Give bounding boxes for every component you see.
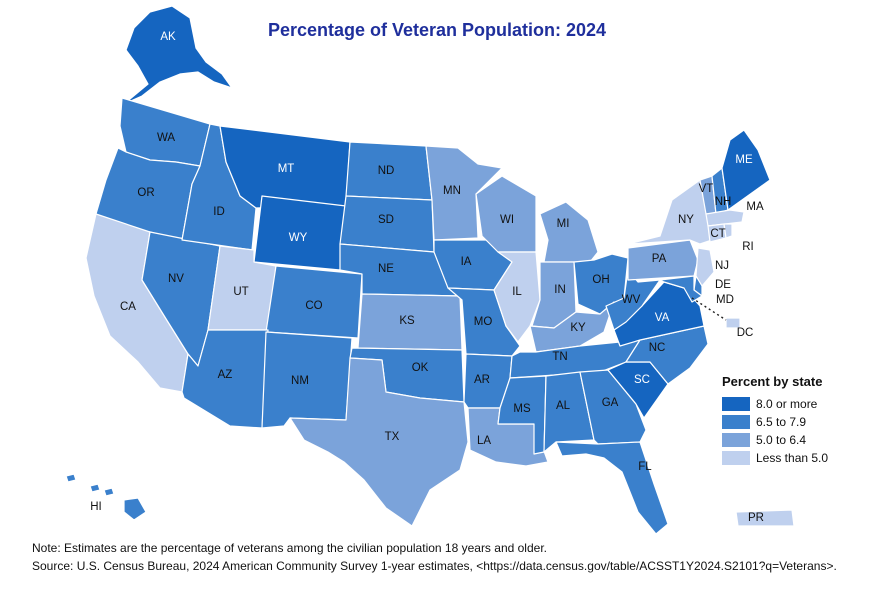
state-AL[interactable] <box>543 371 595 453</box>
label-OR: OR <box>137 187 154 199</box>
label-WA: WA <box>157 132 175 144</box>
state-IL[interactable] <box>493 251 541 343</box>
label-PA: PA <box>652 253 667 265</box>
label-KS: KS <box>399 315 415 327</box>
label-NE: NE <box>378 263 394 275</box>
label-CT: CT <box>710 228 725 240</box>
label-UT: UT <box>233 286 248 298</box>
state-MA[interactable] <box>705 209 745 227</box>
state-AK[interactable] <box>123 5 233 105</box>
label-AK: AK <box>160 31 176 43</box>
label-IL: IL <box>512 286 522 298</box>
label-MA: MA <box>746 201 764 213</box>
legend-item-c1: Less than 5.0 <box>722 449 828 466</box>
source-note: Source: U.S. Census Bureau, 2024 America… <box>32 559 837 573</box>
label-CA: CA <box>120 301 136 313</box>
label-WV: WV <box>622 294 641 306</box>
label-DE: DE <box>715 279 731 291</box>
label-MO: MO <box>474 316 493 328</box>
label-NJ: NJ <box>715 260 729 272</box>
label-TX: TX <box>385 431 400 443</box>
label-NH: NH <box>715 196 732 208</box>
state-PR[interactable] <box>735 509 795 527</box>
footnote: Note: Estimates are the percentage of ve… <box>32 541 547 555</box>
legend-swatch <box>722 396 750 411</box>
legend-swatch <box>722 432 750 447</box>
dc-leader-line <box>691 297 727 321</box>
label-FL: FL <box>638 461 652 473</box>
label-IN: IN <box>554 284 566 296</box>
legend-item-c2: 5.0 to 6.4 <box>722 431 828 448</box>
label-MD: MD <box>716 294 734 306</box>
label-MI: MI <box>557 218 570 230</box>
label-MS: MS <box>513 403 531 415</box>
label-IA: IA <box>461 256 472 268</box>
label-KY: KY <box>570 322 586 334</box>
state-RI[interactable] <box>723 223 733 239</box>
label-TN: TN <box>552 351 567 363</box>
legend-title: Percent by state <box>722 374 823 389</box>
label-NM: NM <box>291 375 309 387</box>
label-VT: VT <box>699 183 714 195</box>
map-title: Percentage of Veteran Population: 2024 <box>267 20 607 40</box>
state-DC[interactable] <box>725 317 741 329</box>
label-RI: RI <box>742 241 754 253</box>
label-ID: ID <box>213 206 225 218</box>
legend-swatch <box>722 450 750 465</box>
label-NC: NC <box>649 342 666 354</box>
label-NV: NV <box>168 273 184 285</box>
legend-item-c3: 6.5 to 7.9 <box>722 413 828 430</box>
label-LA: LA <box>477 435 491 447</box>
state-TX[interactable] <box>289 357 469 527</box>
state-MD[interactable] <box>659 275 703 303</box>
label-SD: SD <box>378 214 394 226</box>
label-HI: HI <box>90 501 102 513</box>
label-MN: MN <box>443 185 461 197</box>
state-VA[interactable] <box>613 281 705 347</box>
legend-label: Less than 5.0 <box>756 450 829 465</box>
label-OH: OH <box>592 274 609 286</box>
state-FL[interactable] <box>555 441 669 535</box>
label-NY: NY <box>678 214 694 226</box>
label-MT: MT <box>278 163 295 175</box>
state-OH[interactable] <box>573 253 629 315</box>
legend-label: 8.0 or more <box>756 396 818 411</box>
legend-label: 5.0 to 6.4 <box>756 432 807 447</box>
label-SC: SC <box>634 374 650 386</box>
legend: Percent by state 8.0 or more 6.5 to 7.9 … <box>722 374 828 467</box>
label-AL: AL <box>556 400 571 412</box>
label-AR: AR <box>474 374 490 386</box>
label-ND: ND <box>378 165 395 177</box>
label-VA: VA <box>655 312 670 324</box>
label-OK: OK <box>412 362 429 374</box>
state-MI[interactable] <box>539 201 599 263</box>
label-ME: ME <box>735 154 753 166</box>
label-GA: GA <box>602 397 619 409</box>
state-HI[interactable] <box>65 473 147 521</box>
label-PR: PR <box>748 512 764 524</box>
label-CO: CO <box>305 300 322 312</box>
label-AZ: AZ <box>218 369 233 381</box>
label-DC: DC <box>737 327 754 339</box>
legend-swatch <box>722 414 750 429</box>
state-ME[interactable] <box>721 129 771 211</box>
legend-item-c4: 8.0 or more <box>722 395 828 412</box>
state-NJ[interactable] <box>695 247 715 287</box>
label-WY: WY <box>289 232 308 244</box>
state-CO[interactable] <box>265 265 363 339</box>
legend-label: 6.5 to 7.9 <box>756 414 807 429</box>
label-WI: WI <box>500 214 514 226</box>
